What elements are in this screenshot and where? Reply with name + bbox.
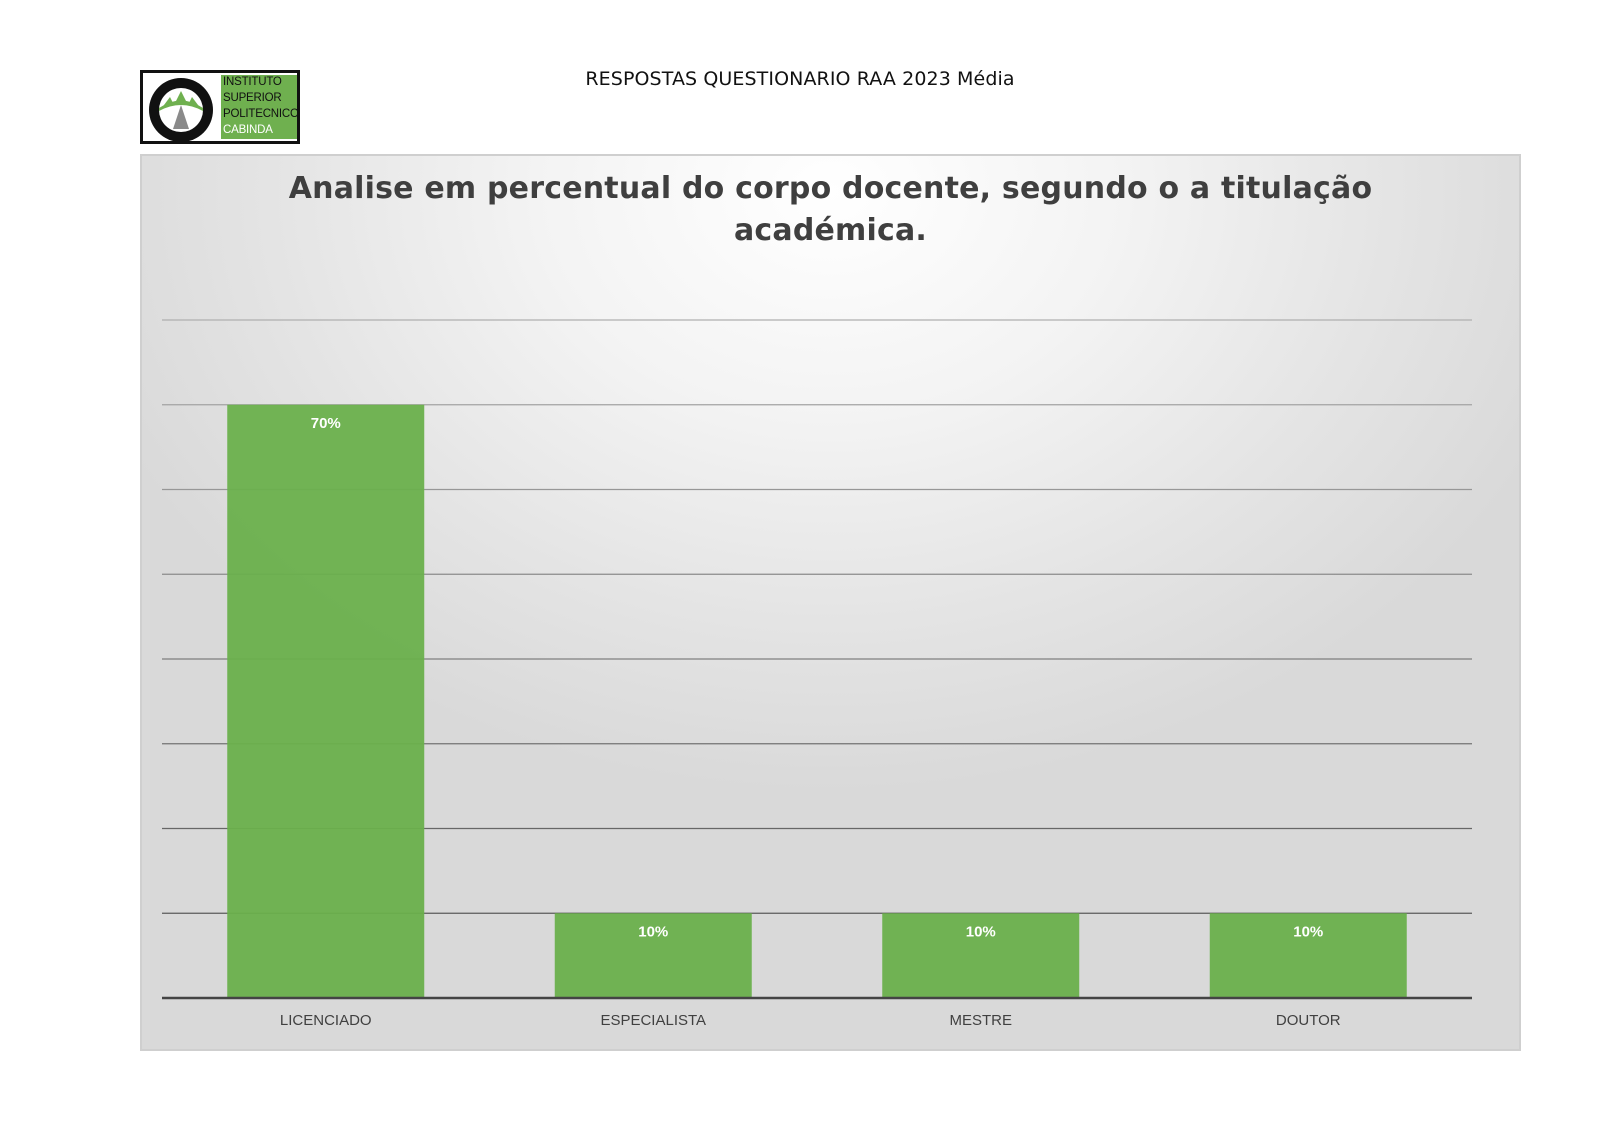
category-axis-label: MESTRE: [949, 1012, 1012, 1029]
bar-data-label: 10%: [1293, 923, 1323, 940]
bar: [882, 913, 1080, 998]
logo-text-line: SUPERIOR: [223, 92, 282, 104]
chart-title: Analise em percentual do corpo docente, …: [142, 168, 1519, 252]
bar-data-label: 10%: [638, 923, 668, 940]
bar-chart-plot: 70% LICENCIADO 10% ESPECIALISTA 10% MESTRE 10%…: [162, 319, 1472, 1029]
bar: [554, 913, 752, 998]
category-axis-label: LICENCIADO: [280, 1012, 372, 1029]
page-header: RESPOSTAS QUESTIONARIO RAA 2023 Média: [585, 68, 1015, 90]
logo-text-line: POLITECNICO: [223, 108, 299, 120]
category-axis-label: ESPECIALISTA: [600, 1012, 706, 1029]
bar-data-label: 10%: [966, 923, 996, 940]
bar: [227, 404, 425, 998]
bar-data-label: 70%: [311, 415, 341, 432]
chart-title-line: Analise em percentual do corpo docente, …: [288, 171, 1373, 206]
institute-emblem-icon: [149, 78, 213, 141]
chart-title-line: académica.: [733, 213, 928, 248]
logo-text-line: INSTITUTO: [223, 76, 282, 88]
bar: [1209, 913, 1407, 998]
logo-text-panel: [221, 75, 297, 139]
category-axis-label: DOUTOR: [1276, 1012, 1341, 1029]
logo: INSTITUTO SUPERIOR POLITECNICO CABINDA: [140, 70, 300, 144]
logo-text-line: CABINDA: [223, 124, 273, 136]
chart-area: Analise em percentual do corpo docente, …: [140, 154, 1521, 1051]
